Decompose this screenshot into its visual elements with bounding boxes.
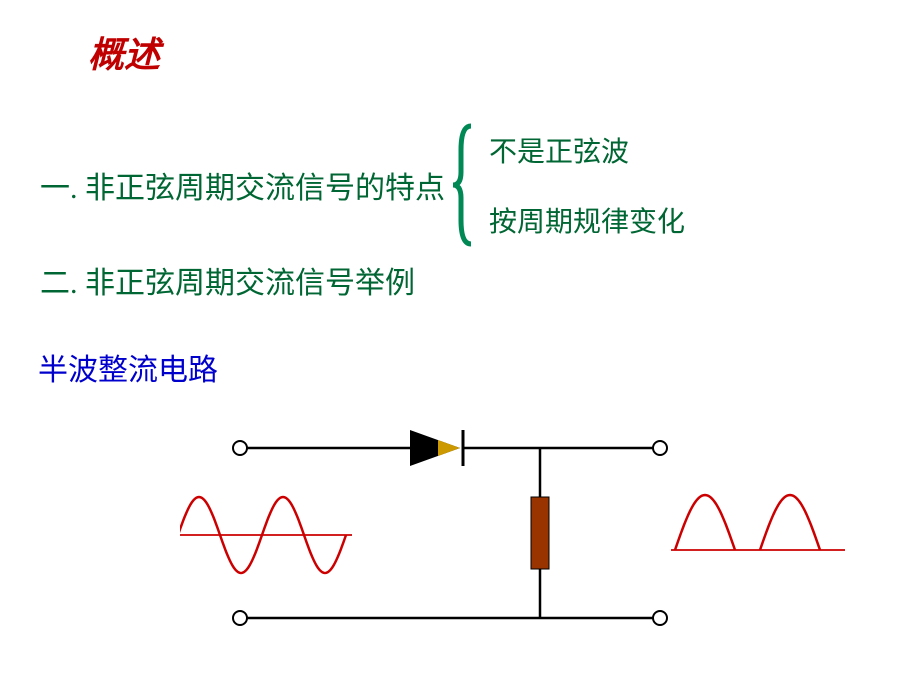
circuit-diagram: [180, 420, 780, 660]
page-title: 概述: [88, 26, 160, 78]
brace-items: 不是正弦波 按周期规律变化: [489, 130, 685, 240]
brace-item-1: 不是正弦波: [489, 130, 685, 170]
subtitle: 半波整流电路: [38, 345, 218, 389]
section-1: 一. 非正弦周期交流信号的特点 不是正弦波 按周期规律变化: [40, 120, 685, 250]
section-1-label: 一. 非正弦周期交流信号的特点: [40, 163, 445, 207]
brace-item-2: 按周期规律变化: [489, 200, 685, 240]
curly-brace-icon: [449, 120, 479, 250]
section-2-label: 二. 非正弦周期交流信号举例: [40, 258, 415, 302]
